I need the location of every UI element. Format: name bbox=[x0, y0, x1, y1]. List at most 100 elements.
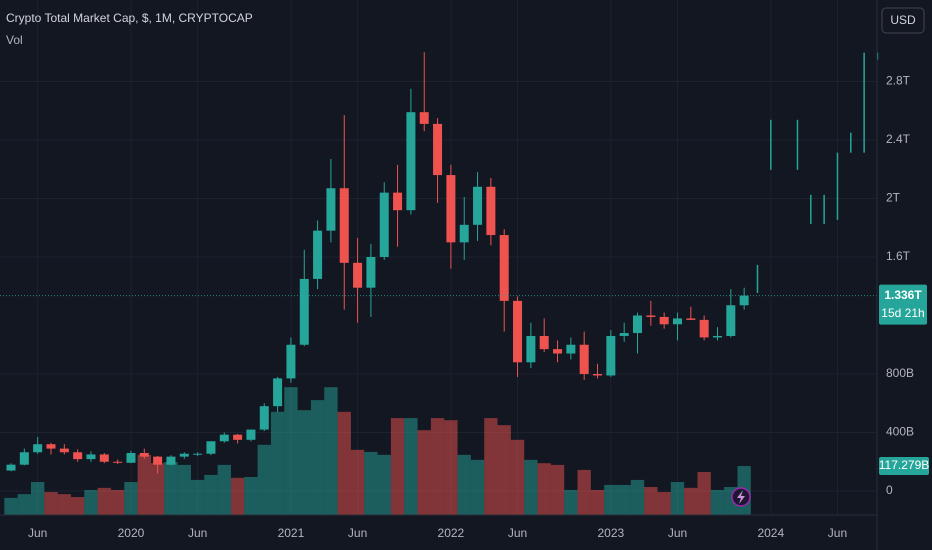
volume-bar bbox=[657, 492, 671, 515]
candle-body bbox=[206, 441, 216, 454]
candle-body bbox=[526, 335, 536, 363]
volume-bar bbox=[684, 487, 698, 515]
x-tick-label: 2020 bbox=[118, 526, 145, 540]
candle-body bbox=[459, 224, 469, 243]
candle-body bbox=[353, 262, 363, 288]
volume-bar bbox=[524, 459, 538, 515]
candle-body bbox=[259, 406, 269, 430]
y-tick-label: 2T bbox=[886, 191, 901, 205]
last-price-box bbox=[879, 284, 927, 325]
candle-body bbox=[6, 464, 16, 471]
volume-bar bbox=[444, 420, 458, 515]
candle-body bbox=[339, 188, 349, 263]
volume-bar bbox=[230, 477, 245, 515]
candle-body bbox=[313, 230, 323, 279]
candle-layer bbox=[0, 52, 879, 474]
volume-bar bbox=[337, 411, 351, 515]
countdown-label: 15d 21h bbox=[881, 306, 924, 320]
volume-bar bbox=[630, 479, 645, 515]
candle-body bbox=[473, 186, 483, 225]
candle-body bbox=[113, 461, 123, 463]
candle-body bbox=[499, 235, 509, 301]
candle-body bbox=[699, 319, 709, 338]
candle-body bbox=[606, 335, 616, 376]
y-tick-label: 800B bbox=[886, 366, 914, 380]
volume-bar bbox=[4, 497, 18, 515]
candle-body bbox=[326, 188, 336, 231]
candle-body bbox=[299, 278, 309, 345]
candle-body bbox=[179, 453, 189, 457]
volume-bar bbox=[577, 469, 591, 515]
x-tick-label: Jun bbox=[668, 526, 687, 540]
x-tick-label: Jun bbox=[508, 526, 527, 540]
volume-bar bbox=[430, 418, 445, 515]
x-tick-label: 2022 bbox=[438, 526, 465, 540]
volume-bar bbox=[30, 482, 45, 515]
volume-bar bbox=[670, 482, 685, 515]
volume-bar bbox=[537, 463, 551, 515]
candle-body bbox=[513, 300, 523, 363]
volume-bar bbox=[550, 464, 565, 515]
candle-body bbox=[59, 448, 69, 453]
volume-bar bbox=[457, 454, 471, 515]
candle-body bbox=[286, 344, 296, 379]
candle-body bbox=[126, 452, 136, 463]
candle-body bbox=[46, 444, 56, 449]
candle-body bbox=[646, 315, 656, 317]
candle-body bbox=[633, 315, 643, 334]
volume-bar bbox=[270, 411, 285, 515]
currency-label[interactable]: USD bbox=[890, 13, 916, 27]
volume-bar bbox=[324, 387, 338, 515]
candle-body bbox=[166, 456, 176, 465]
y-tick-label: 1.6T bbox=[886, 249, 911, 263]
candle-body bbox=[19, 452, 29, 465]
candle-body bbox=[566, 344, 576, 354]
volume-bar bbox=[70, 497, 85, 515]
volume-bar bbox=[497, 425, 511, 515]
volume-bar bbox=[564, 489, 578, 515]
volume-bar bbox=[97, 487, 111, 515]
alert-icon[interactable] bbox=[731, 487, 751, 507]
candle-body bbox=[619, 333, 629, 336]
volume-bar bbox=[177, 464, 191, 515]
candle-body bbox=[726, 305, 736, 336]
candle-body bbox=[86, 454, 96, 460]
x-tick-label: Jun bbox=[828, 526, 847, 540]
volume-bar bbox=[257, 444, 271, 515]
x-tick-label: Jun bbox=[188, 526, 207, 540]
candle-body bbox=[579, 344, 589, 375]
candle-body bbox=[139, 452, 149, 457]
volume-bar bbox=[510, 439, 525, 515]
volume-label-box bbox=[879, 457, 929, 476]
candle-body bbox=[233, 434, 243, 440]
volume-bar bbox=[697, 471, 711, 515]
candle-body bbox=[393, 192, 403, 211]
volume-bar bbox=[124, 482, 138, 515]
volume-bar bbox=[617, 484, 631, 515]
candle-body bbox=[712, 335, 722, 338]
chart-title: Crypto Total Market Cap, $, 1M, CRYPTOCA… bbox=[6, 11, 253, 25]
volume-layer bbox=[4, 387, 751, 515]
volume-bar bbox=[604, 484, 618, 515]
volume-bar bbox=[377, 454, 391, 515]
volume-bar bbox=[297, 410, 311, 515]
last-price-label: 1.336T bbox=[884, 288, 922, 302]
currency-button[interactable] bbox=[881, 7, 925, 34]
candle-body bbox=[539, 335, 549, 350]
candle-body bbox=[219, 434, 229, 442]
volume-value-label: 117.279B bbox=[879, 458, 930, 472]
candle-body bbox=[686, 318, 696, 320]
candle-body bbox=[99, 454, 109, 462]
candle-body bbox=[593, 374, 603, 376]
volume-bar bbox=[350, 449, 365, 515]
x-tick-label: 2023 bbox=[597, 526, 624, 540]
volume-bar bbox=[404, 418, 418, 515]
volume-bar bbox=[244, 476, 258, 515]
volume-bar bbox=[417, 430, 431, 515]
candle-body bbox=[419, 112, 429, 124]
volume-bar bbox=[364, 451, 378, 515]
volume-bar bbox=[217, 464, 231, 515]
volume-bar bbox=[484, 418, 498, 515]
candle-body bbox=[153, 456, 163, 465]
